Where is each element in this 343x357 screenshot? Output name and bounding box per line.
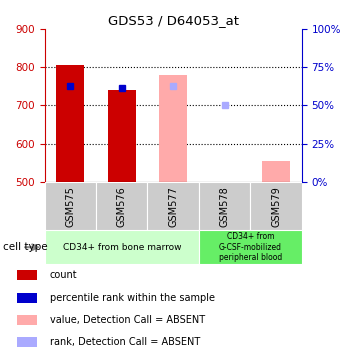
Text: value, Detection Call = ABSENT: value, Detection Call = ABSENT xyxy=(50,315,205,325)
Text: GSM575: GSM575 xyxy=(65,186,75,227)
Bar xyxy=(17,315,37,325)
Text: percentile rank within the sample: percentile rank within the sample xyxy=(50,293,215,303)
Bar xyxy=(17,293,37,303)
Bar xyxy=(199,182,250,230)
Title: GDS53 / D64053_at: GDS53 / D64053_at xyxy=(108,14,239,27)
Text: GSM577: GSM577 xyxy=(168,186,178,227)
Text: cell type: cell type xyxy=(3,242,48,252)
Text: rank, Detection Call = ABSENT: rank, Detection Call = ABSENT xyxy=(50,337,200,347)
Bar xyxy=(199,230,302,264)
Text: GSM578: GSM578 xyxy=(220,186,230,227)
Bar xyxy=(159,75,187,182)
Text: GSM576: GSM576 xyxy=(117,186,127,227)
Text: GSM579: GSM579 xyxy=(271,186,281,227)
Bar xyxy=(45,182,96,230)
Bar xyxy=(250,182,302,230)
Text: CD34+ from bone marrow: CD34+ from bone marrow xyxy=(62,243,181,252)
Text: count: count xyxy=(50,270,77,280)
Bar xyxy=(108,90,136,182)
Bar xyxy=(17,337,37,347)
Bar xyxy=(45,230,199,264)
Bar xyxy=(96,182,147,230)
Bar xyxy=(262,161,290,182)
Text: CD34+ from
G-CSF-mobilized
peripheral blood: CD34+ from G-CSF-mobilized peripheral bl… xyxy=(219,232,282,262)
Bar xyxy=(147,182,199,230)
Bar xyxy=(56,65,84,182)
Bar xyxy=(17,270,37,280)
